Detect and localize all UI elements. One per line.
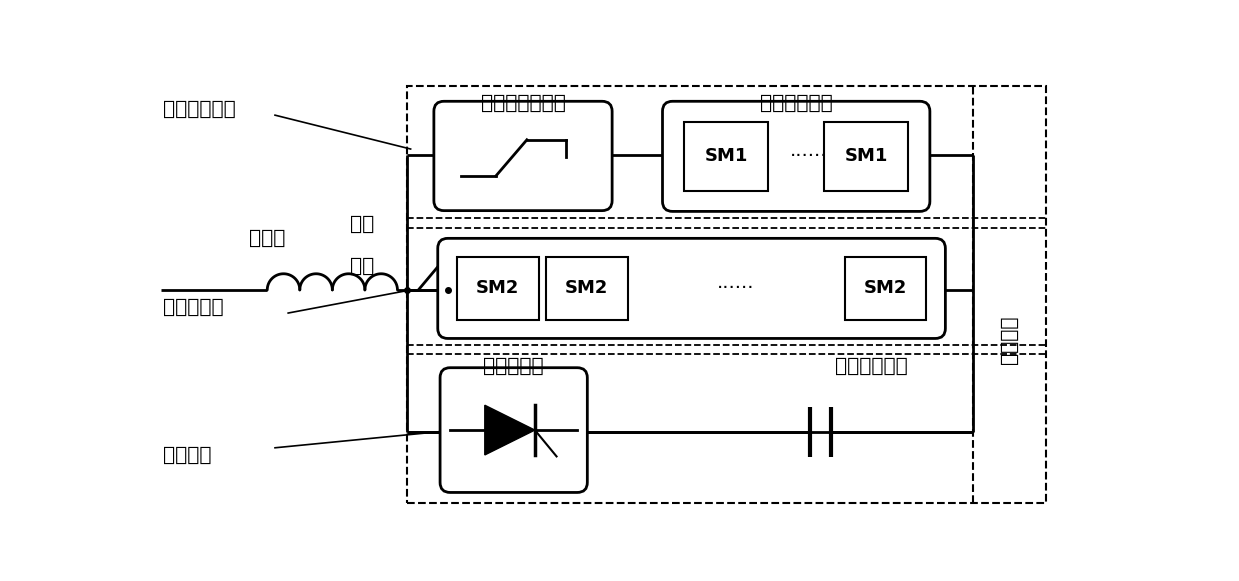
Bar — [546, 257, 628, 320]
FancyBboxPatch shape — [434, 101, 612, 211]
Text: SM1: SM1 — [845, 148, 888, 166]
Text: 集中式电容器: 集中式电容器 — [835, 357, 908, 376]
Text: SM2: SM2 — [476, 279, 519, 297]
FancyBboxPatch shape — [440, 368, 587, 493]
Text: 断流支路: 断流支路 — [162, 446, 211, 465]
Text: SM2: SM2 — [864, 279, 907, 297]
Text: ······: ······ — [717, 279, 755, 298]
Text: 正常通流支路: 正常通流支路 — [162, 100, 235, 119]
Text: 主转移支路: 主转移支路 — [162, 298, 223, 317]
Text: 超快速机械开关: 超快速机械开关 — [481, 94, 565, 113]
Bar — [824, 121, 908, 191]
Text: 晶闸管阀组: 晶闸管阀组 — [483, 357, 544, 376]
Text: 开关: 开关 — [351, 257, 374, 276]
Text: 主断路器: 主断路器 — [1000, 315, 1018, 364]
Text: SM1: SM1 — [704, 148, 748, 166]
Text: 隔离: 隔离 — [351, 215, 374, 234]
Bar — [457, 257, 539, 320]
Bar — [684, 121, 768, 191]
Bar — [845, 257, 926, 320]
Bar — [406, 86, 1046, 503]
Text: SM2: SM2 — [565, 279, 608, 297]
Text: 电抗器: 电抗器 — [249, 229, 285, 248]
FancyBboxPatch shape — [437, 238, 945, 339]
Text: 负载转移开关: 负载转移开关 — [760, 94, 833, 113]
Polygon shape — [484, 405, 535, 455]
Text: ······: ······ — [789, 147, 826, 166]
FancyBboxPatch shape — [663, 101, 930, 211]
